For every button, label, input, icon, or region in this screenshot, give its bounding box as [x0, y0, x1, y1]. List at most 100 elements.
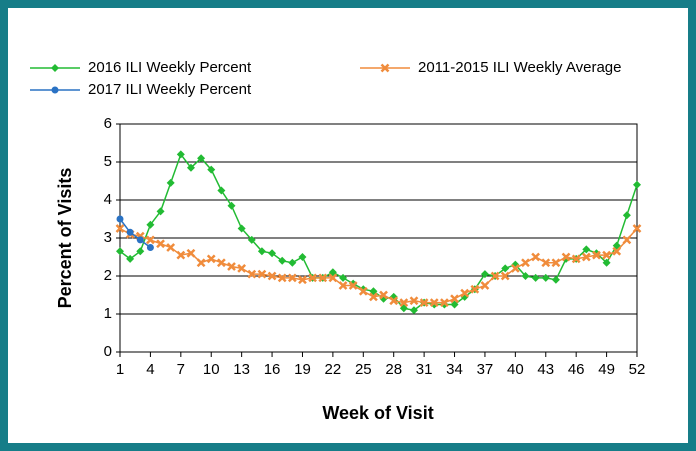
- data-point: [379, 290, 388, 300]
- data-point: [146, 244, 154, 251]
- data-point: [116, 247, 124, 256]
- data-point: [207, 165, 216, 174]
- data-point: [429, 298, 439, 307]
- data-point: [622, 211, 631, 220]
- data-point: [470, 284, 480, 294]
- data-point: [348, 281, 358, 290]
- data-point: [359, 285, 368, 294]
- x-tick-label: 49: [598, 361, 615, 378]
- data-point: [541, 273, 550, 282]
- data-point: [531, 273, 540, 282]
- data-point: [176, 250, 186, 260]
- data-point: [197, 154, 206, 163]
- data-point: [136, 236, 144, 244]
- legend-label: 2017 ILI Weekly Percent: [88, 81, 252, 98]
- data-point: [389, 296, 399, 306]
- y-axis-label: Percent of Visits: [55, 168, 75, 309]
- data-point: [267, 271, 277, 281]
- data-point: [501, 264, 510, 273]
- data-point: [166, 243, 176, 252]
- data-point: [521, 272, 530, 280]
- data-point: [592, 249, 601, 258]
- data-point: [298, 275, 307, 285]
- y-tick-label: 4: [104, 191, 112, 208]
- data-point: [480, 281, 490, 290]
- data-point: [531, 252, 541, 262]
- data-point: [298, 253, 307, 261]
- data-point: [419, 298, 429, 307]
- x-tick-label: 16: [264, 361, 281, 378]
- data-point: [126, 254, 135, 263]
- data-point: [440, 298, 449, 307]
- data-point: [288, 258, 297, 267]
- data-point: [156, 239, 165, 249]
- data-point: [561, 252, 571, 262]
- legend-marker: [380, 63, 390, 73]
- data-point: [237, 224, 246, 233]
- data-point: [126, 228, 134, 236]
- x-tick-label: 7: [177, 361, 185, 378]
- data-point: [369, 292, 378, 302]
- data-point: [278, 256, 287, 265]
- x-tick-label: 40: [507, 361, 524, 378]
- data-point: [176, 150, 185, 159]
- data-point: [541, 258, 551, 268]
- data-point: [328, 273, 338, 283]
- x-tick-label: 52: [629, 361, 646, 378]
- x-tick-label: 37: [477, 361, 494, 378]
- data-point: [551, 258, 561, 268]
- data-point: [622, 235, 632, 245]
- data-point: [136, 247, 145, 256]
- data-point: [227, 262, 236, 271]
- data-point: [115, 224, 125, 233]
- data-point: [308, 273, 317, 283]
- y-tick-label: 5: [104, 153, 112, 170]
- data-point: [551, 275, 560, 284]
- y-tick-label: 6: [104, 115, 112, 132]
- x-axis-label: Week of Visit: [322, 403, 433, 423]
- data-point: [571, 254, 581, 264]
- data-point: [277, 273, 287, 283]
- x-tick-label: 31: [416, 361, 433, 378]
- x-tick-label: 22: [325, 361, 342, 378]
- data-point: [206, 254, 216, 264]
- data-point: [450, 294, 459, 304]
- data-point: [318, 273, 328, 283]
- data-point: [196, 258, 206, 268]
- data-point: [510, 264, 520, 273]
- data-point: [632, 224, 642, 233]
- data-point: [581, 252, 591, 262]
- x-tick-label: 1: [116, 361, 124, 378]
- legend-marker: [51, 86, 59, 94]
- data-point: [166, 178, 175, 187]
- data-point: [156, 207, 165, 216]
- y-tick-label: 0: [104, 343, 112, 360]
- x-tick-label: 34: [446, 361, 463, 378]
- x-tick-label: 46: [568, 361, 585, 378]
- data-point: [186, 248, 196, 258]
- data-point: [237, 264, 247, 273]
- data-point: [146, 220, 155, 229]
- data-point: [146, 235, 155, 245]
- data-point: [480, 270, 489, 279]
- data-point: [602, 250, 611, 260]
- x-tick-label: 25: [355, 361, 372, 378]
- series-line: [119, 152, 638, 311]
- data-point: [358, 286, 368, 296]
- data-point: [257, 247, 266, 256]
- data-point: [216, 258, 226, 268]
- data-point: [247, 235, 256, 244]
- y-tick-label: 2: [104, 267, 112, 284]
- data-point: [257, 269, 267, 279]
- data-point: [633, 180, 641, 189]
- y-tick-label: 1: [104, 305, 112, 322]
- data-point: [339, 273, 348, 282]
- series-line: [119, 227, 638, 304]
- x-tick-label: 10: [203, 361, 220, 378]
- data-point: [582, 245, 591, 254]
- data-point: [500, 271, 510, 281]
- data-point: [399, 298, 409, 307]
- data-point: [116, 215, 124, 223]
- y-tick-label: 3: [104, 229, 112, 246]
